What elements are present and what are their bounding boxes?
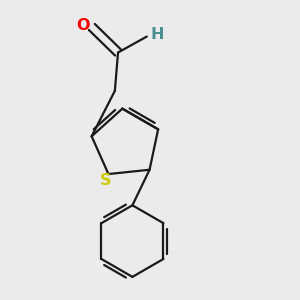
Text: H: H <box>150 27 164 42</box>
Text: S: S <box>100 173 111 188</box>
Text: O: O <box>76 18 90 33</box>
